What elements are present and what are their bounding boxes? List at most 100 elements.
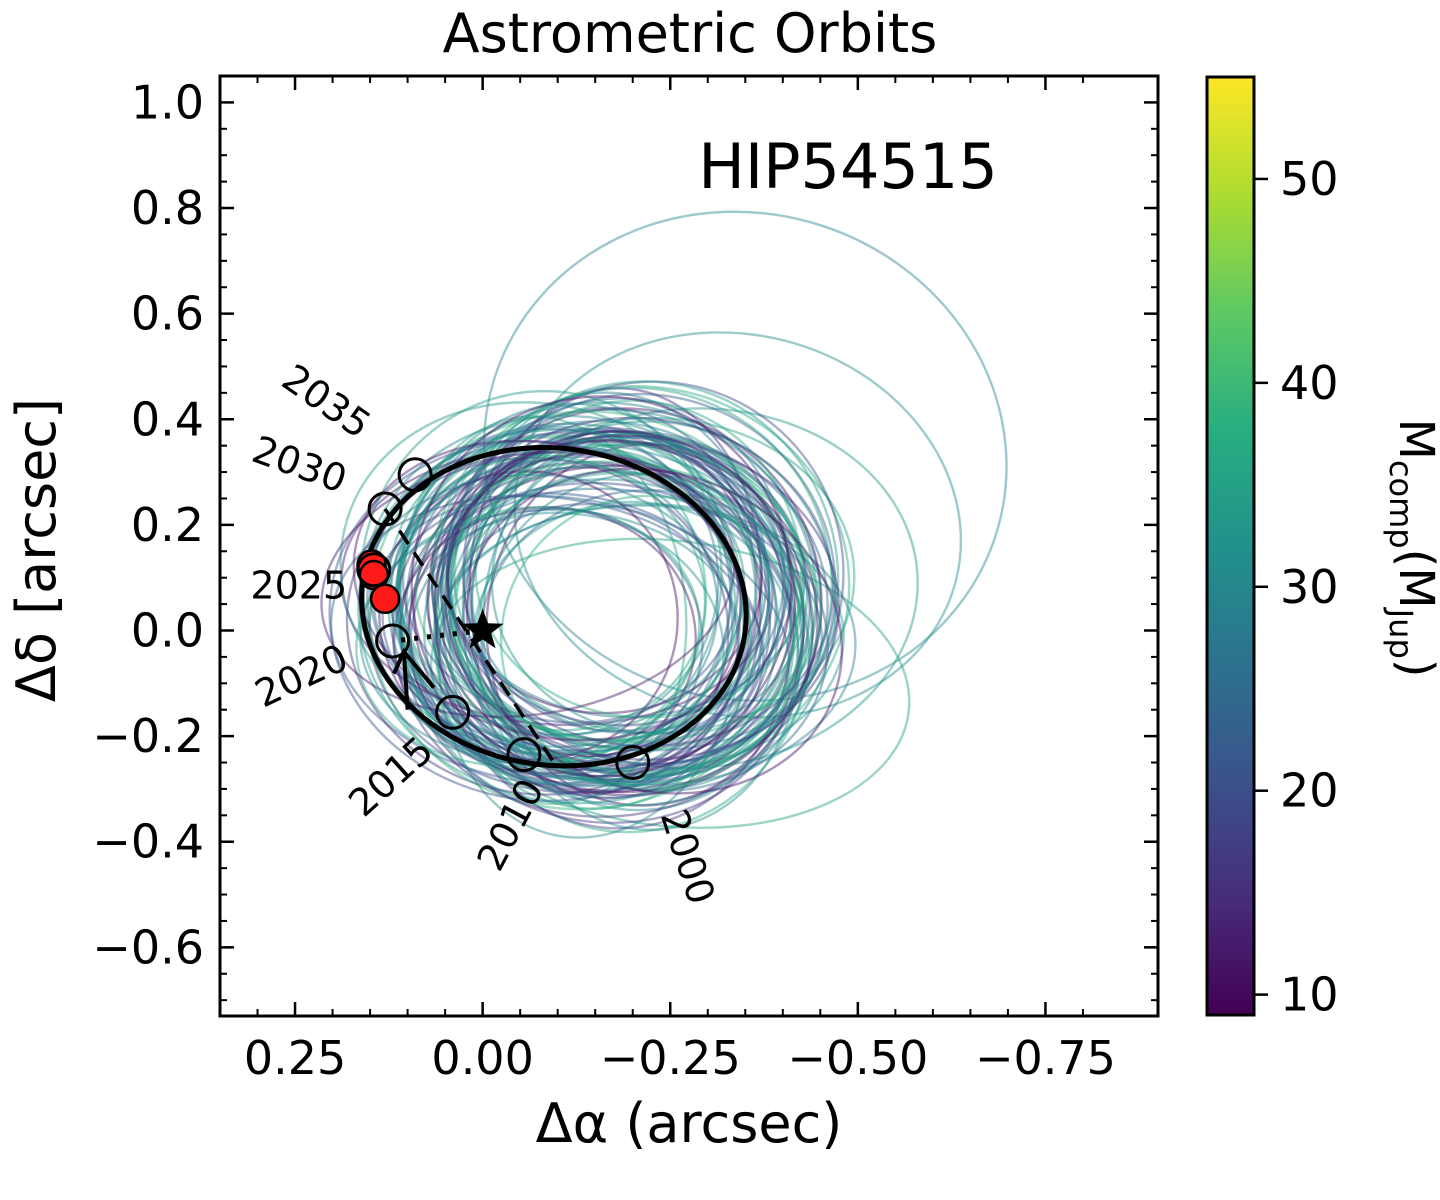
- sampled-orbit-60: [328, 439, 748, 803]
- sampled-orbit-55: [449, 399, 805, 781]
- y-axis-label: Δδ [arcsec]: [5, 398, 68, 702]
- colorbar-label: Mcomp(MJup): [1382, 419, 1440, 678]
- sampled-orbit-8: [448, 441, 814, 834]
- sampled-orbit-70: [449, 438, 757, 744]
- sampled-orbit-73: [393, 458, 719, 749]
- epoch-marker-2000: [615, 745, 651, 781]
- sampled-orbit-82: [409, 507, 704, 778]
- sampled-orbit-46: [393, 506, 697, 775]
- motion-arrow-shaft: [401, 651, 410, 710]
- x-axis-label: Δα (arcsec): [536, 1092, 843, 1155]
- colorbar: [1205, 75, 1256, 1017]
- sampled-orbit-3: [430, 537, 911, 829]
- sampled-orbit-20: [434, 504, 845, 772]
- sampled-orbit-59: [368, 410, 799, 811]
- sampled-orbit-16: [433, 406, 758, 796]
- sampled-orbit-0: [482, 210, 1008, 702]
- sampled-orbit-83: [389, 419, 786, 754]
- sampled-orbit-18: [441, 397, 790, 757]
- sampled-orbit-61: [490, 441, 809, 735]
- sampled-orbit-34: [446, 435, 795, 727]
- sampled-orbit-21: [329, 494, 765, 787]
- sampled-orbit-99: [410, 395, 793, 778]
- sampled-orbit-11: [368, 455, 797, 794]
- sampled-orbit-12: [475, 472, 805, 812]
- y-tick-label-8: −0.6: [92, 920, 204, 974]
- y-tick-label-0: 1.0: [131, 75, 204, 129]
- sampled-orbit-7: [423, 478, 811, 807]
- y-tick-label-5: 0.0: [131, 603, 204, 657]
- sampled-orbit-37: [462, 380, 845, 766]
- x-tick-label-2: −0.25: [600, 1031, 741, 1085]
- sampled-orbit-91: [465, 467, 844, 795]
- colorbar-ticks: 10 20 30 40 50: [1254, 152, 1339, 1022]
- sampled-orbit-41: [425, 487, 823, 752]
- y-tick-label-4: 0.2: [131, 498, 204, 552]
- sampled-orbit-78: [397, 454, 707, 732]
- observed-point-2: [369, 583, 401, 615]
- plot-frame: [218, 74, 1160, 1018]
- sampled-orbit-48: [435, 427, 793, 830]
- chart-title: Astrometric Orbits: [443, 2, 938, 65]
- sampled-orbit-43: [462, 429, 762, 800]
- epoch-marker-2020: [375, 623, 411, 659]
- sampled-orbit-17: [446, 432, 829, 766]
- sampled-orbit-65: [391, 440, 815, 818]
- sampled-orbit-23: [430, 385, 851, 776]
- sampled-orbit-10: [401, 444, 739, 724]
- colorbar-label-main: M: [1388, 419, 1440, 460]
- sampled-orbit-15: [408, 466, 751, 785]
- colorbar-label-end: ): [1388, 659, 1440, 678]
- epoch-marker-2030: [367, 491, 403, 527]
- y-tick-label-7: −0.4: [92, 815, 204, 869]
- sampled-orbit-29: [436, 451, 764, 742]
- sampled-orbit-77: [439, 392, 837, 783]
- sampled-orbit-42: [398, 481, 795, 781]
- sampled-orbit-62: [339, 401, 743, 757]
- sampled-orbit-79: [499, 494, 799, 790]
- colorbar-label-sub1: comp: [1382, 460, 1420, 549]
- sampled-orbit-71: [461, 420, 838, 792]
- sampled-orbit-57: [405, 428, 778, 792]
- sampled-orbit-6: [446, 430, 771, 742]
- colorbar-label-mid: (M: [1388, 549, 1440, 609]
- sampled-orbit-44: [449, 380, 840, 778]
- epoch-marker-2025: [356, 552, 392, 588]
- x-axis: 0.25 0.00 −0.25 −0.50 −0.75: [244, 76, 1116, 1085]
- epoch-marker-2035: [397, 457, 433, 493]
- periastron-line: [392, 628, 483, 644]
- epoch-label-2000: 2000: [652, 804, 724, 910]
- x-tick-label-4: −0.75: [975, 1031, 1116, 1085]
- sampled-orbit-75: [412, 439, 819, 794]
- sampled-orbit-56: [443, 443, 817, 752]
- epoch-label-2025: 2025: [250, 564, 347, 608]
- sampled-orbit-49: [440, 430, 788, 748]
- colorbar-tick-label-3: 40: [1280, 356, 1339, 410]
- sampled-orbit-98: [472, 500, 795, 786]
- y-axis: 1.0 0.8 0.6 0.4 0.2 0.0 −0.2 −0.4 −0.6: [92, 75, 1158, 1002]
- sampled-orbit-47: [446, 438, 764, 715]
- sampled-orbit-96: [395, 402, 733, 785]
- sampled-orbit-31: [437, 449, 745, 839]
- sampled-orbit-66: [462, 430, 768, 733]
- colorbar-tick-label-4: 50: [1280, 152, 1339, 206]
- sampled-orbit-95: [431, 386, 834, 786]
- x-tick-label-3: −0.50: [787, 1031, 928, 1085]
- y-tick-label-2: 0.6: [131, 287, 204, 341]
- sampled-orbit-28: [433, 502, 857, 787]
- y-tick-label-1: 0.8: [131, 181, 204, 235]
- sampled-orbit-33: [453, 416, 856, 735]
- sampled-orbit-32: [468, 387, 763, 774]
- sampled-orbit-1: [513, 331, 963, 719]
- sampled-orbit-51: [432, 464, 753, 810]
- sampled-orbit-24: [400, 511, 725, 780]
- y-tick-label-6: −0.2: [92, 709, 204, 763]
- sampled-orbit-68: [481, 436, 803, 832]
- sampled-orbit-2: [466, 407, 919, 770]
- sampled-orbit-94: [445, 416, 835, 748]
- sampled-orbit-76: [359, 389, 723, 767]
- y-tick-label-3: 0.4: [131, 392, 204, 446]
- host-star-marker: [461, 608, 504, 649]
- x-tick-label-0: 0.25: [244, 1031, 346, 1085]
